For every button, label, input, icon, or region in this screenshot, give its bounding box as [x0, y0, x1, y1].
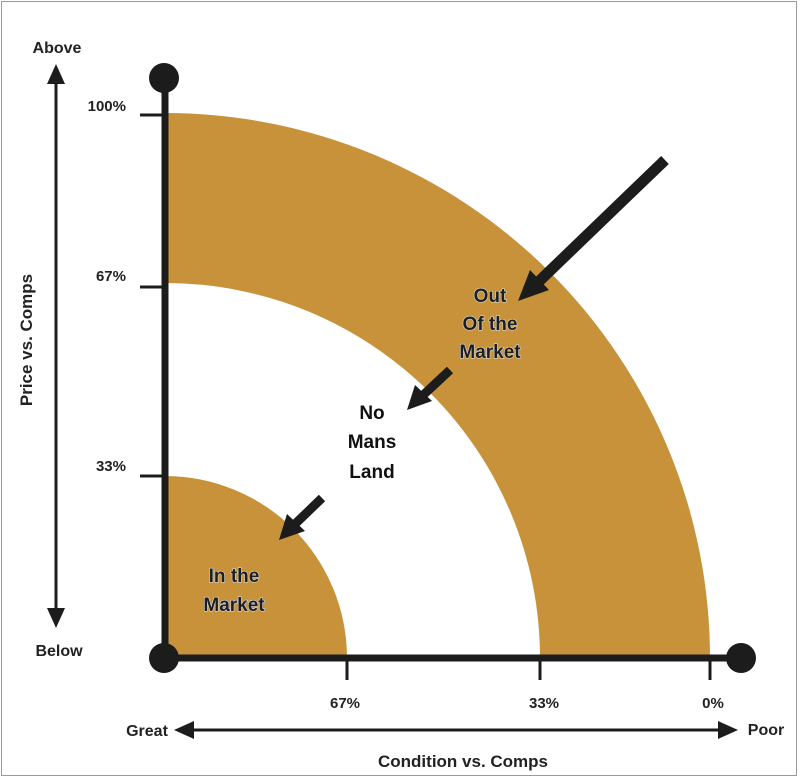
- out-of-market-label-line3: Market: [459, 342, 521, 363]
- y-axis-end-dot: [149, 63, 179, 93]
- price-above-label: Above: [33, 40, 82, 57]
- origin-dot: [149, 643, 179, 673]
- x-axis-end-dot: [726, 643, 756, 673]
- in-the-market-label-line1: In the: [209, 566, 260, 587]
- price-below-label: Below: [35, 643, 83, 660]
- in-the-market-label-line2: Market: [203, 595, 265, 616]
- in-the-market-pointer: [289, 494, 326, 530]
- condition-great-label: Great: [126, 723, 168, 740]
- y-tick-label-100: 100%: [88, 98, 126, 115]
- no-mans-land-label-line1: No: [359, 403, 384, 424]
- x-tick-label-67: 67%: [330, 695, 360, 712]
- condition-arrow-left-head: [174, 721, 194, 739]
- no-mans-land-pointer-head: [407, 385, 432, 410]
- x-tick-label-0: 0%: [702, 695, 724, 712]
- y-tick-label-33: 33%: [96, 458, 126, 475]
- in-the-market-pointer-head: [279, 514, 305, 540]
- price-arrow-down-head: [47, 608, 65, 628]
- in-the-market-area: [165, 476, 347, 658]
- y-axis-title: Price vs. Comps: [17, 274, 36, 406]
- no-mans-land-label-line3: Land: [349, 462, 394, 483]
- out-of-market-pointer: [526, 156, 669, 294]
- out-of-market-label-line1: Out: [474, 286, 507, 307]
- out-of-market-pointer-head: [518, 270, 549, 301]
- no-mans-land-label-line2: Mans: [348, 432, 397, 453]
- out-of-market-label-line2: Of the: [463, 314, 518, 335]
- x-tick-label-33: 33%: [529, 695, 559, 712]
- condition-poor-label: Poor: [748, 722, 784, 739]
- y-tick-label-67: 67%: [96, 268, 126, 285]
- price-arrow-up-head: [47, 64, 65, 84]
- condition-arrow-right-head: [718, 721, 738, 739]
- x-axis-title: Condition vs. Comps: [378, 752, 548, 771]
- no-mans-land-pointer: [416, 366, 454, 402]
